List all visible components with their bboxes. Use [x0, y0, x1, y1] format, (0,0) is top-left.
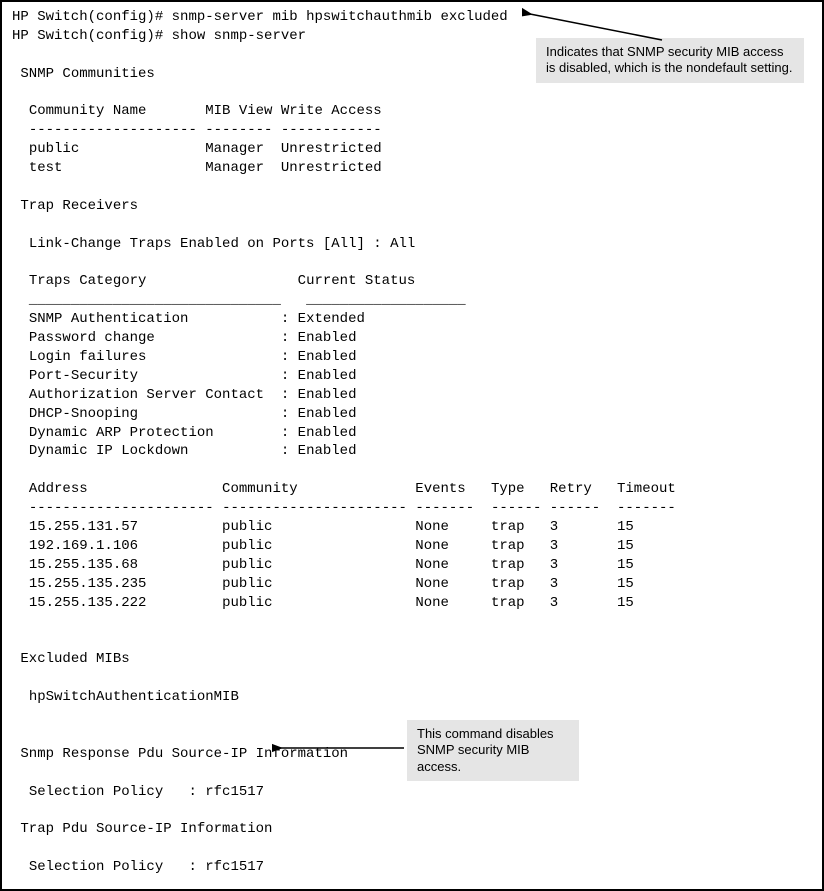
section-title-trap-pdu: Trap Pdu Source-IP Information: [20, 821, 272, 837]
excluded-mib: hpSwitchAuthenticationMIB: [29, 689, 239, 705]
sep: ___________________: [306, 292, 466, 308]
trap-cat: DHCP-Snooping: [29, 406, 138, 422]
sep: -------: [415, 500, 474, 516]
recv-timeout: 15: [617, 557, 634, 573]
trap-status: Enabled: [298, 443, 357, 459]
recv-addr: 15.255.135.235: [29, 576, 147, 592]
sep: ----------------------: [222, 500, 407, 516]
hdr-timeout: Timeout: [617, 481, 676, 497]
command-1: snmp-server mib hpswitchauthmib excluded: [172, 9, 508, 25]
hdr-type: Type: [491, 481, 525, 497]
recv-timeout: 15: [617, 576, 634, 592]
sep: ------------: [281, 122, 382, 138]
sep: ______________________________: [29, 292, 281, 308]
sep: --------------------: [29, 122, 197, 138]
callout-security-mib-disabled: Indicates that SNMP security MIB access …: [536, 38, 804, 83]
callout-text: This command disables SNMP security MIB …: [417, 726, 554, 774]
selection-policy-value: rfc1517: [205, 859, 264, 875]
recv-type: trap: [491, 519, 525, 535]
recv-comm: public: [222, 576, 272, 592]
recv-type: trap: [491, 576, 525, 592]
callout-text: Indicates that SNMP security MIB access …: [546, 44, 792, 75]
trap-cat: Password change: [29, 330, 155, 346]
community-name: test: [29, 160, 63, 176]
callout-disables-access: This command disables SNMP security MIB …: [407, 720, 579, 781]
command-2: show snmp-server: [172, 28, 306, 44]
community-view: Manager: [205, 141, 264, 157]
recv-addr: 15.255.135.68: [29, 557, 138, 573]
traps-status-header: Current Status: [298, 273, 416, 289]
link-change-line: Link-Change Traps Enabled on Ports [All]…: [29, 236, 415, 252]
recv-retry: 3: [550, 519, 558, 535]
sep: ----------------------: [29, 500, 214, 516]
recv-events: None: [415, 519, 449, 535]
trap-cat: SNMP Authentication: [29, 311, 189, 327]
trap-cat: Port-Security: [29, 368, 138, 384]
col-header-view: MIB View: [205, 103, 272, 119]
community-write: Unrestricted: [281, 141, 382, 157]
recv-timeout: 15: [617, 519, 634, 535]
section-title-communities: SNMP Communities: [20, 66, 154, 82]
trap-cat: Dynamic IP Lockdown: [29, 443, 189, 459]
trap-status: Enabled: [298, 425, 357, 441]
recv-retry: 3: [550, 557, 558, 573]
trap-status: Enabled: [298, 330, 357, 346]
recv-events: None: [415, 595, 449, 611]
trap-status: Enabled: [298, 406, 357, 422]
col-header-write: Write Access: [281, 103, 382, 119]
hdr-retry: Retry: [550, 481, 592, 497]
sep: ------: [491, 500, 541, 516]
recv-retry: 3: [550, 595, 558, 611]
trap-status: Enabled: [298, 368, 357, 384]
selection-policy-label: Selection Policy: [29, 784, 163, 800]
recv-comm: public: [222, 538, 272, 554]
trap-cat: Authorization Server Contact: [29, 387, 264, 403]
trap-status: Enabled: [298, 387, 357, 403]
recv-timeout: 15: [617, 538, 634, 554]
community-view: Manager: [205, 160, 264, 176]
recv-comm: public: [222, 557, 272, 573]
community-write: Unrestricted: [281, 160, 382, 176]
traps-cat-header: Traps Category: [29, 273, 147, 289]
recv-timeout: 15: [617, 595, 634, 611]
prompt: HP Switch(config)#: [12, 9, 163, 25]
sep: ------: [550, 500, 600, 516]
selection-policy-value: rfc1517: [205, 784, 264, 800]
trap-cat: Login failures: [29, 349, 147, 365]
recv-comm: public: [222, 519, 272, 535]
recv-events: None: [415, 538, 449, 554]
trap-status: Enabled: [298, 349, 357, 365]
recv-retry: 3: [550, 538, 558, 554]
trap-status: Extended: [298, 311, 365, 327]
recv-retry: 3: [550, 576, 558, 592]
section-title-snmp-resp: Snmp Response Pdu Source-IP Information: [20, 746, 348, 762]
hdr-events: Events: [415, 481, 465, 497]
terminal-figure: HP Switch(config)# snmp-server mib hpswi…: [0, 0, 824, 891]
col-header-name: Community Name: [29, 103, 147, 119]
recv-addr: 192.169.1.106: [29, 538, 138, 554]
recv-addr: 15.255.131.57: [29, 519, 138, 535]
selection-policy-label: Selection Policy: [29, 859, 163, 875]
recv-addr: 15.255.135.222: [29, 595, 147, 611]
sep: -------: [617, 500, 676, 516]
recv-comm: public: [222, 595, 272, 611]
recv-events: None: [415, 576, 449, 592]
recv-events: None: [415, 557, 449, 573]
community-name: public: [29, 141, 79, 157]
recv-type: trap: [491, 538, 525, 554]
hdr-comm: Community: [222, 481, 298, 497]
section-title-trap-receivers: Trap Receivers: [20, 198, 138, 214]
section-title-excluded-mibs: Excluded MIBs: [20, 651, 129, 667]
trap-cat: Dynamic ARP Protection: [29, 425, 214, 441]
hdr-addr: Address: [29, 481, 88, 497]
sep: --------: [205, 122, 272, 138]
recv-type: trap: [491, 595, 525, 611]
prompt: HP Switch(config)#: [12, 28, 163, 44]
recv-type: trap: [491, 557, 525, 573]
